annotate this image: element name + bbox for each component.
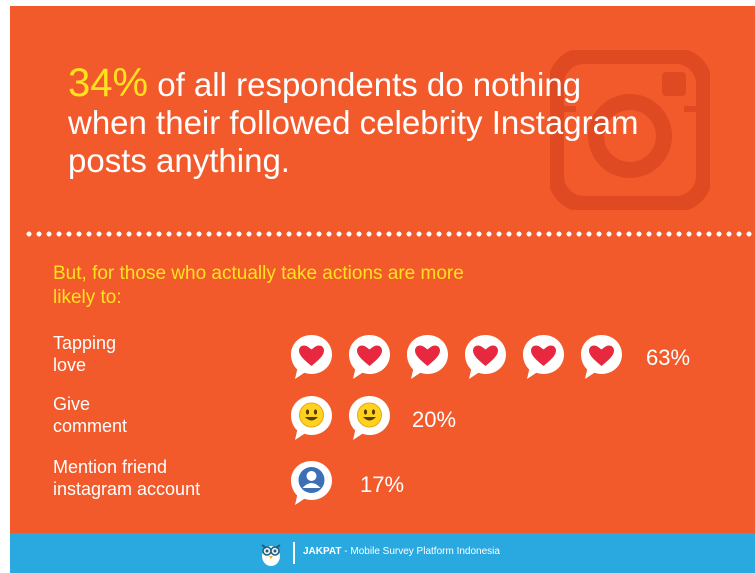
intro-text: But, for those who actually take actions… xyxy=(53,263,464,308)
heart-bubble-icon xyxy=(407,335,448,379)
heart-bubble-icon xyxy=(291,335,332,379)
headline-stat: 34% xyxy=(68,61,149,105)
stat-row-tapping-love: Tapping love 63% xyxy=(10,328,755,388)
row-label-line2: instagram account xyxy=(53,479,201,499)
row-label-line1: Give xyxy=(53,394,91,414)
footer-separator xyxy=(293,542,295,564)
smiley-icons xyxy=(289,394,392,442)
row-label-line2: love xyxy=(53,355,87,375)
instagram-logo-icon xyxy=(550,50,710,210)
row-label-line1: Tapping xyxy=(53,333,117,353)
brand-tagline: - Mobile Survey Platform Indonesia xyxy=(341,546,500,557)
percent-value: 63% xyxy=(646,345,691,370)
percent-value: 20% xyxy=(412,407,457,432)
row-label: Give comment xyxy=(53,393,273,437)
footer-brand: JAKPAT - Mobile Survey Platform Indonesi… xyxy=(303,546,500,557)
stat-row-mention-friend: Mention friend instagram account 17% xyxy=(10,454,755,514)
heart-icons xyxy=(289,333,624,381)
headline-text: of all respondents do nothing when their… xyxy=(68,66,639,179)
heart-bubble-icon xyxy=(465,335,506,379)
percent-value: 17% xyxy=(360,472,405,497)
smiley-bubble-icon xyxy=(349,396,390,440)
smiley-bubble-icon xyxy=(291,396,332,440)
footer-bar: JAKPAT - Mobile Survey Platform Indonesi… xyxy=(10,533,755,573)
stat-row-give-comment: Give comment 20% xyxy=(10,389,755,449)
row-label: Mention friend instagram account xyxy=(53,456,273,500)
user-bubble-icon xyxy=(291,461,332,505)
row-label-line2: comment xyxy=(53,416,128,436)
headline: 34% of all respondents do nothing when t… xyxy=(68,61,668,180)
brand-name: JAKPAT xyxy=(303,546,342,557)
row-label-line1: Mention friend xyxy=(53,457,168,477)
dotted-divider xyxy=(24,231,755,237)
infographic-card: 34% of all respondents do nothing when t… xyxy=(10,6,755,573)
heart-bubble-icon xyxy=(523,335,564,379)
row-label: Tapping love xyxy=(53,332,273,376)
heart-bubble-icon xyxy=(581,335,622,379)
owl-mascot-icon xyxy=(261,544,281,566)
user-icons xyxy=(289,459,334,507)
heart-bubble-icon xyxy=(349,335,390,379)
